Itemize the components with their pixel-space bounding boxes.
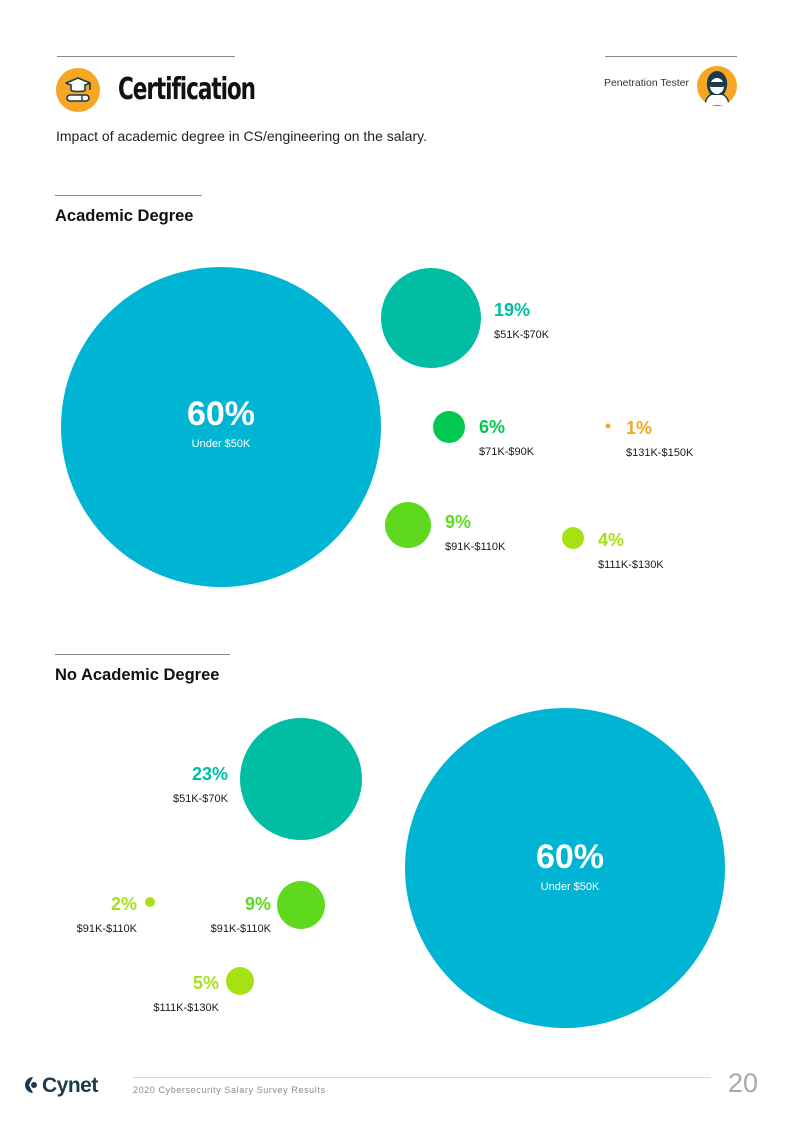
bubble-category-label: $51K-$70K bbox=[494, 329, 550, 341]
bubble-111k-130k bbox=[562, 527, 584, 549]
bubble-131k-150k bbox=[605, 423, 611, 429]
bubble-51k-70k bbox=[381, 268, 481, 368]
section-title-no-academic: No Academic Degree bbox=[55, 666, 220, 684]
bubble-percent-label: 1% bbox=[626, 418, 652, 438]
bubble-percent-label: 19% bbox=[494, 300, 530, 320]
bubble-category-label: $111K-$130K bbox=[153, 1002, 219, 1014]
bubble-category-label: $111K-$130K bbox=[598, 559, 664, 571]
bubble-category-label: $91K-$110K bbox=[445, 541, 506, 553]
header-rule-right bbox=[605, 56, 737, 57]
hacker-avatar-icon bbox=[697, 66, 737, 106]
svg-text:Cynet: Cynet bbox=[42, 1074, 98, 1097]
graduation-diploma-icon bbox=[56, 68, 100, 112]
bubble-percent-label: 60% bbox=[536, 838, 604, 876]
bubble-percent-label: 60% bbox=[187, 395, 255, 433]
bubble-category-label: Under $50K bbox=[192, 438, 251, 450]
academic-degree-bubble-chart: 60% Under $50K 19% $51K-$70K 6% $71K-$90K 9% $9… bbox=[61, 267, 694, 587]
page-number: 20 bbox=[728, 1068, 759, 1098]
bubble-category-label: $131K-$150K bbox=[626, 447, 694, 459]
section-rule-no-academic bbox=[55, 654, 230, 655]
bubble-percent-label: 23% bbox=[192, 764, 228, 784]
bubble-percent-label: 6% bbox=[479, 417, 505, 437]
bubble-111k-130k bbox=[226, 967, 254, 995]
bubble-91k-110k bbox=[277, 881, 325, 929]
bubble-percent-label: 4% bbox=[598, 530, 624, 550]
section-title-academic: Academic Degree bbox=[55, 207, 194, 225]
page-title: Certification bbox=[118, 72, 256, 107]
bubble-category-label: $71K-$90K bbox=[479, 446, 535, 458]
bubble-percent-label: 2% bbox=[111, 894, 137, 914]
cynet-logo: Cynet bbox=[22, 1070, 117, 1100]
report-title: 2020 Cybersecurity Salary Survey Results bbox=[133, 1085, 326, 1095]
bubble-category-label: $51K-$70K bbox=[173, 793, 229, 805]
role-label: Penetration Tester bbox=[603, 77, 689, 89]
header-rule-left bbox=[57, 56, 235, 57]
bubble-percent-label: 9% bbox=[245, 894, 271, 914]
bubble-91k-110k bbox=[145, 897, 155, 907]
bubble-category-label: Under $50K bbox=[541, 881, 600, 893]
bubble-category-label: $91K-$110K bbox=[211, 923, 272, 935]
no-academic-degree-bubble-chart: 60% Under $50K 23% $51K-$70K 9% $91K-$110K 2% $… bbox=[77, 708, 725, 1028]
bubble-under-50k bbox=[405, 708, 725, 1028]
bubble-under-50k bbox=[61, 267, 381, 587]
bubble-91k-110k bbox=[385, 502, 431, 548]
bubble-percent-label: 9% bbox=[445, 512, 471, 532]
footer-rule bbox=[133, 1077, 711, 1078]
bubble-51k-70k bbox=[240, 718, 362, 840]
page-subtitle: Impact of academic degree in CS/engineer… bbox=[56, 128, 427, 144]
bubble-percent-label: 5% bbox=[193, 973, 219, 993]
section-rule-academic bbox=[55, 195, 202, 196]
bubble-category-label: $91K-$110K bbox=[77, 923, 138, 935]
bubble-71k-90k bbox=[433, 411, 465, 443]
